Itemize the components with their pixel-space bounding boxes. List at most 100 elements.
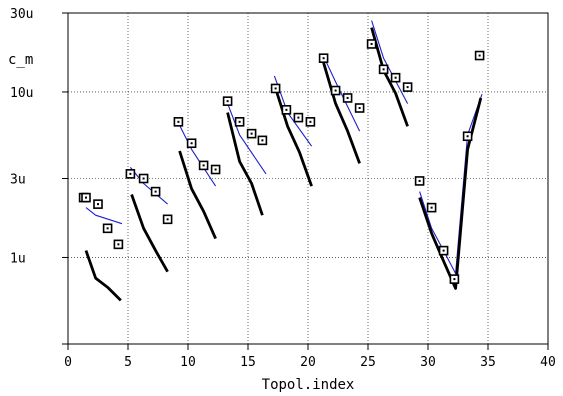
x-tick-label-0: 0: [64, 355, 72, 370]
marker-point-3: [113, 239, 124, 250]
thick-line-segment-4: [274, 88, 313, 187]
marker-point-5: [125, 169, 136, 179]
y-axis-ticks: 1u 3u 10u 30u: [10, 7, 68, 345]
marker-dot-26: [382, 68, 385, 71]
marker-dot-32: [453, 278, 456, 281]
thick-line-segment-1: [130, 194, 169, 273]
marker-point-27: [390, 72, 401, 83]
x-tick-label-6: 30: [420, 355, 436, 370]
marker-dot-5: [129, 172, 132, 175]
marker-point-29: [414, 176, 425, 186]
marker-dot-22: [334, 89, 337, 92]
y-axis-label: c_m: [8, 52, 33, 68]
marker-point-31: [438, 245, 449, 256]
marker-point-23: [342, 93, 353, 103]
marker-dot-19: [297, 116, 300, 119]
marker-point-10: [186, 138, 197, 149]
square-marker-series: [78, 39, 485, 284]
marker-dot-12: [214, 168, 217, 171]
marker-dot-29: [418, 179, 421, 182]
marker-point-16: [257, 135, 268, 146]
x-tick-label-3: 15: [240, 355, 256, 370]
thick-line-segment-2: [178, 150, 217, 240]
x-axis-ticks: 0 5 10 15 20 25 30 35 40: [64, 344, 556, 370]
thick-line-segment-5: [322, 62, 361, 164]
marker-point-20: [305, 117, 316, 127]
marker-point-26: [378, 64, 389, 75]
thick-line-series: [84, 27, 483, 302]
thin-line-segment-1: [129, 167, 168, 205]
marker-point-1: [93, 199, 103, 209]
thin-line-segment-5: [321, 53, 361, 132]
marker-point-15: [246, 128, 257, 139]
marker-dot-31: [442, 249, 445, 252]
thick-line-segment-6: [370, 27, 409, 127]
y-tick-label-3: 10u: [10, 86, 33, 101]
marker-dot-7: [154, 190, 157, 193]
marker-point-30: [426, 202, 437, 213]
marker-dot-23: [346, 96, 349, 99]
marker-dot-4: [85, 196, 87, 199]
marker-dot-24: [358, 107, 361, 110]
thin-line-segment-3: [227, 103, 267, 175]
thin-line-series: [85, 20, 483, 275]
marker-dot-6: [142, 177, 145, 180]
marker-point-13: [222, 96, 233, 106]
marker-point-19: [293, 112, 304, 123]
x-tick-label-1: 5: [124, 355, 132, 370]
x-axis-label: Topol.index: [262, 377, 355, 393]
marker-point-24: [354, 103, 365, 113]
marker-point-7: [150, 186, 161, 197]
marker-dot-33: [466, 135, 469, 138]
thin-line-segment-7: [419, 94, 483, 275]
thin-line-segment-0: [85, 207, 123, 225]
x-tick-label-5: 25: [360, 355, 376, 370]
marker-dot-9: [177, 120, 180, 123]
marker-point-12: [210, 164, 221, 175]
marker-dot-18: [285, 108, 288, 111]
marker-point-21: [318, 53, 329, 63]
x-tick-label-4: 20: [300, 355, 316, 370]
marker-dot-10: [190, 142, 193, 145]
marker-dot-14: [238, 120, 241, 123]
marker-dot-1: [97, 203, 99, 206]
x-tick-label-2: 10: [180, 355, 196, 370]
marker-dot-8: [166, 218, 169, 221]
marker-dot-13: [226, 100, 229, 103]
thick-line-segment-7: [418, 97, 483, 290]
marker-dot-16: [261, 139, 264, 142]
marker-point-2: [102, 223, 113, 234]
marker-point-22: [330, 85, 341, 96]
marker-point-33: [462, 131, 473, 142]
marker-dot-15: [250, 132, 253, 135]
marker-point-11: [198, 160, 209, 171]
marker-point-8: [162, 214, 173, 225]
thick-line-segment-3: [226, 112, 264, 216]
marker-dot-11: [202, 164, 205, 167]
marker-point-32: [449, 274, 460, 284]
marker-dot-25: [370, 42, 373, 45]
marker-dot-27: [394, 76, 397, 79]
marker-point-25: [366, 39, 377, 49]
marker-dot-2: [106, 227, 109, 230]
x-tick-label-8: 40: [540, 355, 556, 370]
marker-point-28: [402, 82, 413, 92]
thick-line-segment-0: [84, 250, 122, 302]
x-tick-label-7: 35: [480, 355, 496, 370]
marker-point-4: [81, 192, 91, 203]
y-tick-label-4: 30u: [10, 7, 33, 22]
marker-dot-20: [309, 120, 312, 123]
marker-point-9: [173, 117, 184, 127]
thin-line-segment-6: [371, 20, 409, 104]
marker-dot-3: [117, 243, 120, 246]
marker-dot-21: [322, 57, 325, 60]
marker-point-14: [234, 117, 245, 127]
marker-point-6: [138, 173, 149, 184]
marker-dot-34: [478, 54, 481, 57]
marker-point-17: [270, 83, 281, 94]
marker-dot-17: [274, 87, 277, 90]
marker-dot-30: [430, 206, 433, 209]
thin-line-segment-2: [177, 122, 217, 187]
marker-point-34: [474, 50, 485, 61]
